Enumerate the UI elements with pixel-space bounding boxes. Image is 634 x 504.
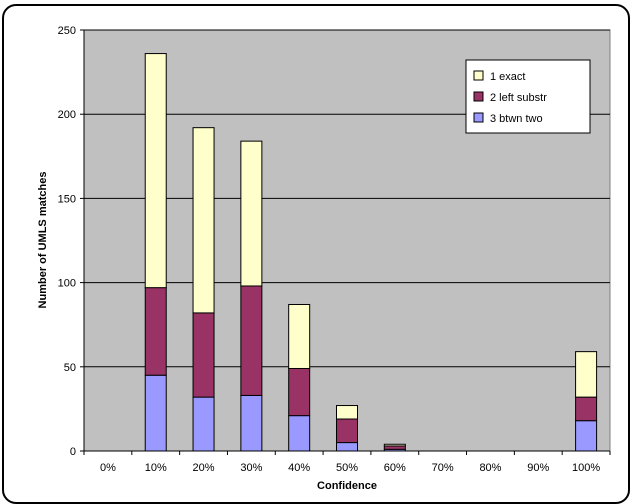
x-tick-label: 70%	[432, 462, 454, 474]
y-tick-label: 50	[64, 362, 76, 374]
legend-label: 2 left substr	[490, 92, 547, 104]
x-tick-label: 50%	[336, 462, 358, 474]
y-tick-label: 200	[58, 109, 76, 121]
legend-label: 3 btwn two	[490, 113, 543, 125]
bar-segment	[383, 445, 406, 450]
x-tick-label: 80%	[479, 462, 501, 474]
y-axis-label: Number of UMLS matches	[37, 172, 49, 309]
bar-segment	[144, 53, 167, 289]
y-axis: 0 50 100 150 200 250	[58, 25, 85, 458]
bar-segment	[575, 420, 598, 452]
y-tick-label: 100	[58, 278, 76, 290]
bar-segment	[240, 394, 263, 452]
x-tick-label: 60%	[384, 462, 406, 474]
bars	[144, 53, 598, 452]
bar-segment	[383, 443, 406, 447]
x-tick-label: 20%	[193, 462, 215, 474]
bar-segment	[240, 140, 263, 287]
bar-segment	[336, 418, 358, 444]
bar-segment	[192, 312, 215, 398]
x-tick-label: 0%	[100, 462, 116, 474]
bar-segment	[288, 303, 311, 369]
bar-segment	[336, 442, 358, 452]
y-tick-label: 0	[70, 446, 76, 458]
bar-segment	[192, 396, 215, 452]
x-tick-label: 90%	[527, 462, 549, 474]
x-axis: 0% 10% 20% 30% 40% 50% 60% 70% 80% 90% 100%	[83, 450, 611, 474]
legend-swatch	[473, 91, 484, 102]
y-tick-label: 150	[58, 193, 76, 205]
legend-swatch	[473, 112, 484, 123]
bar-segment	[192, 127, 215, 314]
bar-segment	[288, 367, 311, 417]
legend-swatch	[473, 70, 484, 81]
y-tick-label: 250	[58, 25, 76, 37]
legend-box	[465, 59, 591, 134]
x-axis-label: Confidence	[317, 480, 377, 492]
x-tick-label: 30%	[240, 462, 262, 474]
x-tick-label: 10%	[145, 462, 167, 474]
legend: 1 exact 2 left substr 3 btwn two	[465, 59, 591, 134]
bar-segment	[575, 351, 598, 398]
bar-segment	[240, 285, 263, 396]
bar-segment	[288, 415, 311, 452]
legend-label: 1 exact	[490, 71, 525, 83]
bar-segment	[575, 396, 598, 422]
x-tick-label: 40%	[288, 462, 310, 474]
bar-segment	[336, 405, 358, 420]
bar-segment	[144, 374, 167, 452]
x-tick-label: 100%	[572, 462, 600, 474]
bar-segment	[144, 287, 167, 376]
